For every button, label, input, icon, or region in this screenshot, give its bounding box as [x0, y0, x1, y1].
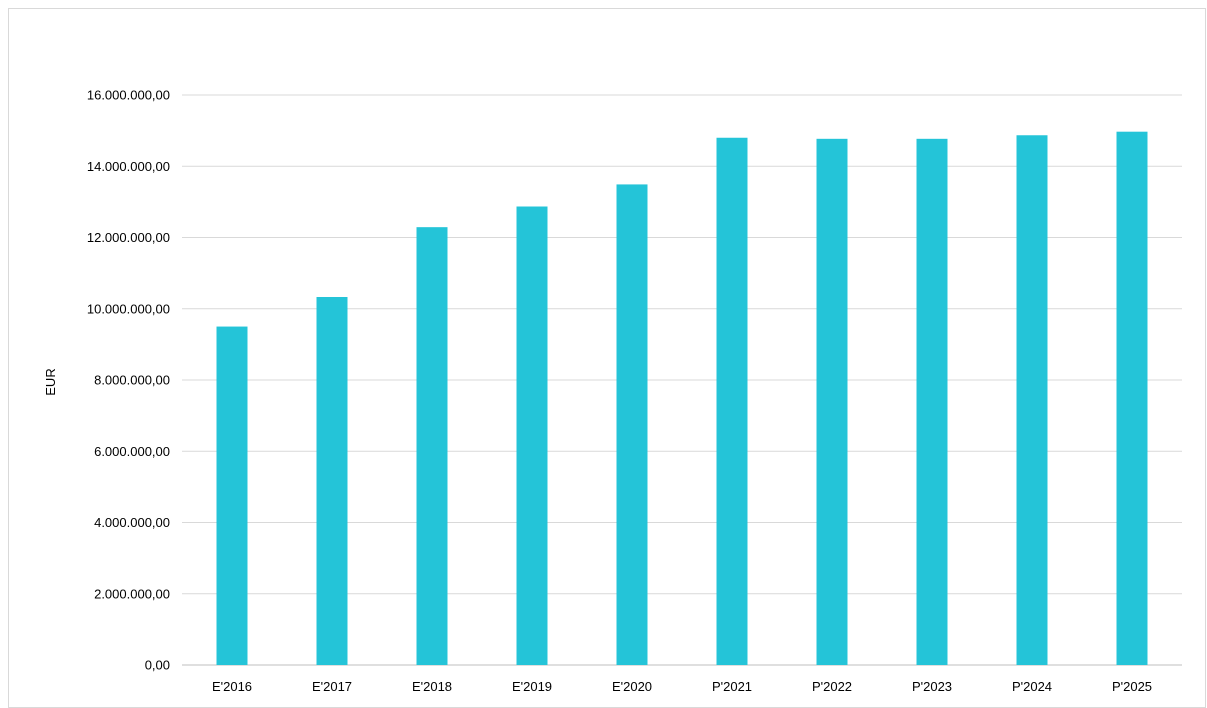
bar — [1116, 131, 1148, 666]
x-tick-label: P'2022 — [812, 679, 852, 694]
bar — [416, 227, 448, 665]
x-tick-label: P'2023 — [912, 679, 952, 694]
x-tick-labels: E'2016 E'2017 E'2018 E'2019 E'2020 P'2021 P'20… — [212, 679, 1152, 694]
y-tick-label: 0,00 — [145, 658, 170, 673]
y-tick-label: 12.000.000,00 — [87, 230, 170, 245]
x-tick-label: P'2025 — [1112, 679, 1152, 694]
x-tick-label: E'2016 — [212, 679, 252, 694]
y-tick-label: 10.000.000,00 — [87, 301, 170, 316]
bar — [316, 296, 348, 665]
y-tick-label: 8.000.000,00 — [94, 373, 170, 388]
x-tick-label: P'2024 — [1012, 679, 1052, 694]
y-axis-label: EUR — [43, 368, 58, 395]
bar — [516, 206, 548, 665]
x-tick-label: E'2017 — [312, 679, 352, 694]
bar — [916, 138, 948, 666]
bar — [216, 326, 248, 665]
x-tick-label: E'2018 — [412, 679, 452, 694]
bar — [616, 184, 648, 665]
chart-frame — [8, 8, 1206, 708]
y-tick-label: 16.000.000,00 — [87, 88, 170, 103]
y-tick-label: 6.000.000,00 — [94, 444, 170, 459]
bar — [1016, 135, 1048, 666]
y-tick-label: 2.000.000,00 — [94, 586, 170, 601]
x-tick-label: E'2019 — [512, 679, 552, 694]
x-tick-label: P'2021 — [712, 679, 752, 694]
gridlines — [182, 94, 1182, 666]
y-tick-label: 4.000.000,00 — [94, 515, 170, 530]
bars — [216, 131, 1148, 666]
y-tick-label: 14.000.000,00 — [87, 159, 170, 174]
y-tick-labels: 0,00 2.000.000,00 4.000.000,00 6.000.000,00… — [87, 88, 170, 673]
x-tick-label: E'2020 — [612, 679, 652, 694]
bar — [816, 138, 848, 666]
bar — [716, 137, 748, 665]
